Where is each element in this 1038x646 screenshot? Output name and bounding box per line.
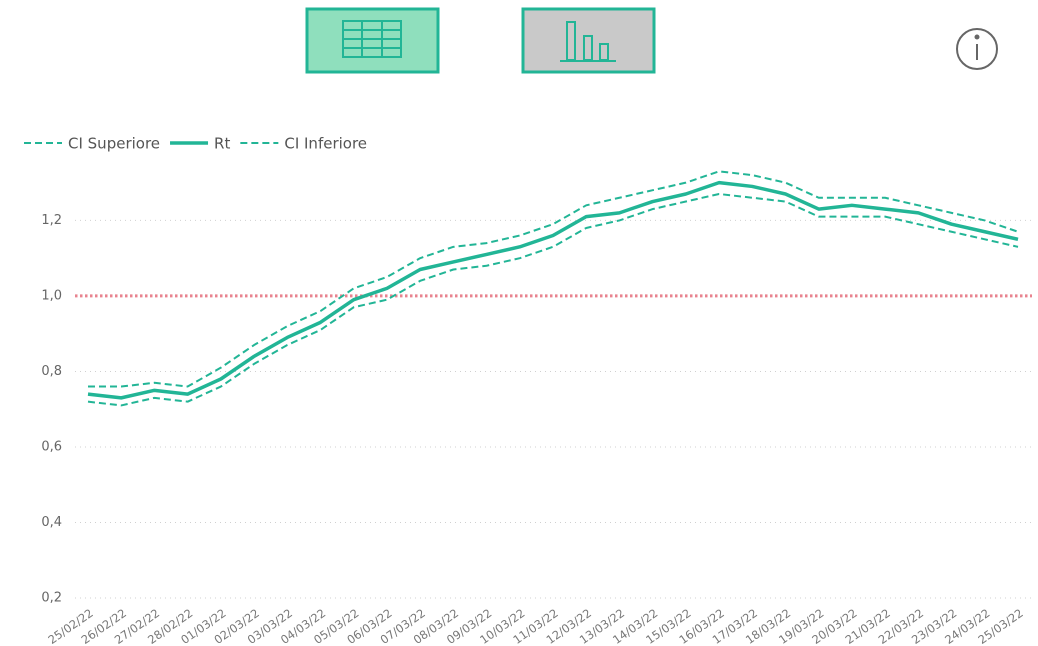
legend: CI Superiore Rt CI Inferiore xyxy=(24,135,367,153)
info-circle[interactable] xyxy=(956,28,998,70)
table-icon xyxy=(342,20,402,58)
chart-view-button[interactable] xyxy=(521,7,656,74)
button-background[interactable] xyxy=(521,7,656,74)
y-tick-label: 0,8 xyxy=(41,364,62,379)
legend-label: CI Inferiore xyxy=(284,135,367,153)
y-tick-label: 0,6 xyxy=(41,439,62,454)
series-line xyxy=(87,192,1019,407)
series-line xyxy=(88,170,1019,388)
y-tick-label: 0,2 xyxy=(41,591,62,606)
y-tick-label: 1,2 xyxy=(41,213,62,228)
y-tick-label: 1,0 xyxy=(41,288,62,303)
legend-label: CI Superiore xyxy=(68,135,160,153)
y-tick-label: 0,4 xyxy=(41,515,62,530)
table-view-button[interactable] xyxy=(305,7,440,74)
legend-label: Rt xyxy=(214,135,230,153)
info-button[interactable] xyxy=(956,28,998,70)
bar-chart-icon xyxy=(560,21,616,62)
info-dot xyxy=(974,34,980,40)
series-line xyxy=(87,180,1019,400)
plot: 0,20,40,60,81,01,225/02/2226/02/2227/02/… xyxy=(41,170,1032,646)
button-background[interactable] xyxy=(305,7,440,74)
